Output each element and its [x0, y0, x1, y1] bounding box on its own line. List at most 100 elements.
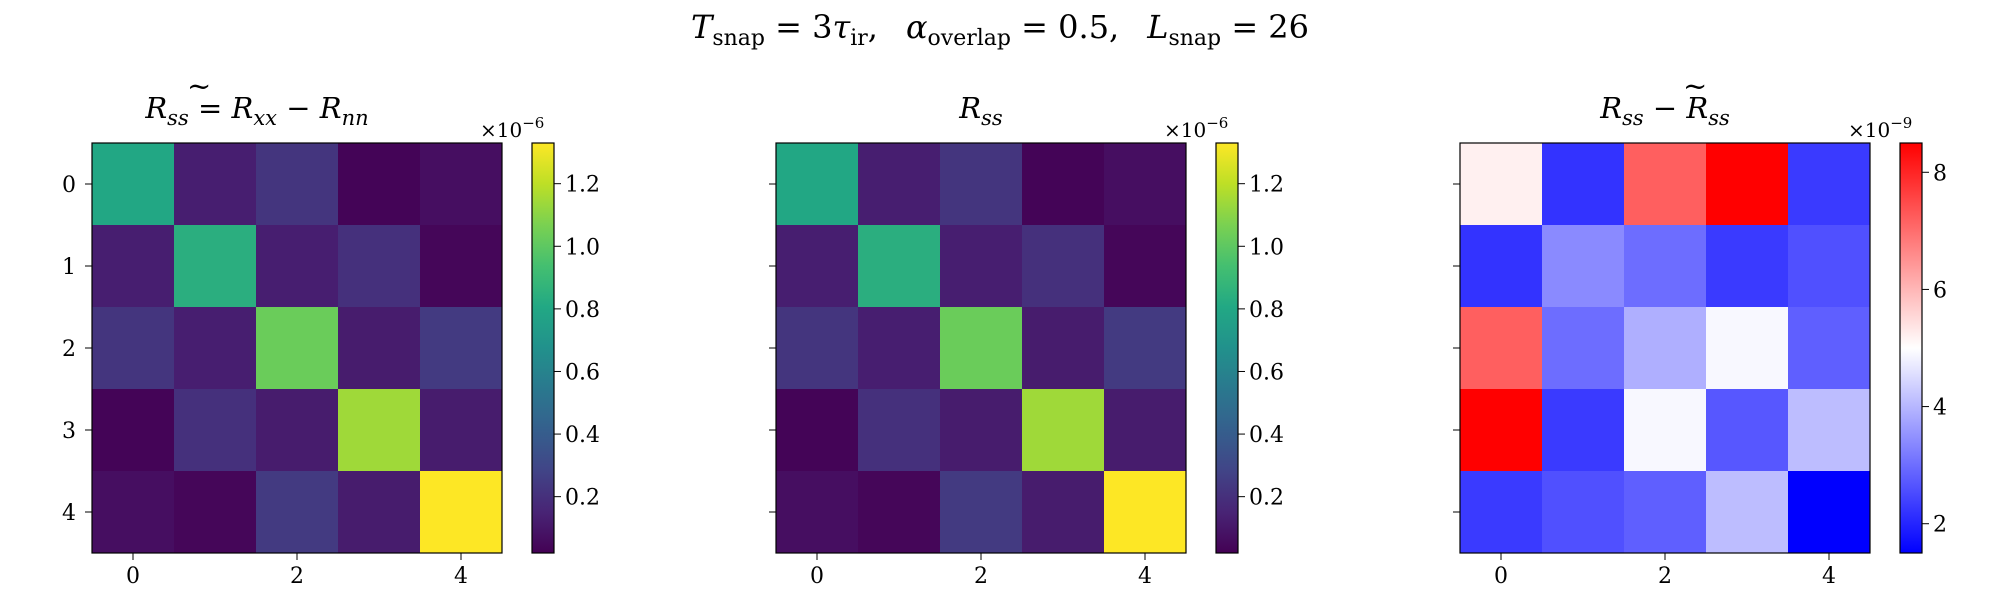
heatmap-cell-2-2: [1624, 307, 1707, 390]
heatmap-cell-2-4: [420, 307, 503, 390]
heatmap-cell-1-2: [940, 225, 1023, 308]
panel-1-xtick-4: 4: [454, 564, 468, 589]
panel-2-title: Rss: [958, 91, 1003, 130]
heatmap-cell-1-4: [1788, 225, 1871, 308]
heatmap-cell-1-4: [1104, 225, 1187, 308]
panel-2-yticks: [769, 183, 776, 513]
panel-1-xtick-0: 0: [126, 564, 140, 589]
heatmap-cell-1-2: [1624, 225, 1707, 308]
heatmap-cell-4-4: [1788, 471, 1871, 554]
heatmap-cell-1-1: [174, 225, 257, 308]
heatmap-cell-0-2: [1624, 143, 1707, 226]
panel-1-xtick-2: 2: [290, 564, 304, 589]
heatmap-cell-3-1: [174, 389, 257, 472]
heatmap-cell-2-0: [92, 307, 175, 390]
heatmap-cell-3-0: [1460, 389, 1543, 472]
panel-3-xtick-0: 0: [1494, 564, 1508, 589]
heatmap-cell-2-0: [776, 307, 859, 390]
colorbar-tick-label: 8: [1933, 161, 1947, 186]
heatmap-cell-2-4: [1104, 307, 1187, 390]
heatmap-cell-0-1: [1542, 143, 1625, 226]
heatmap-cell-3-4: [420, 389, 503, 472]
heatmap-cell-1-3: [338, 225, 421, 308]
panel-2-colorbar-scale: ×10−6: [1164, 114, 1228, 142]
heatmap-cell-3-0: [92, 389, 175, 472]
heatmap-cell-3-1: [858, 389, 941, 472]
panel-1-cells: [92, 143, 503, 554]
heatmap-cell-0-4: [420, 143, 503, 226]
heatmap-cell-2-1: [174, 307, 257, 390]
colorbar-gradient: [1215, 142, 1239, 554]
colorbar-gradient: [1899, 142, 1923, 554]
heatmap-cell-0-3: [1706, 143, 1789, 226]
heatmap-cell-0-0: [1460, 143, 1543, 226]
heatmap-cell-4-0: [776, 471, 859, 554]
panel-1-title-tilde: ~: [187, 69, 211, 103]
panel-1-ytick-0: 0: [62, 173, 76, 198]
heatmap-cell-3-2: [256, 389, 339, 472]
colorbar-tick-label: 0.2: [565, 486, 600, 511]
panel-2-cells: [776, 143, 1187, 554]
heatmap-cell-4-1: [1542, 471, 1625, 554]
panel-2-colorbar: 0.2 0.4 0.6 0.8 1.0 1.2: [1215, 142, 1284, 554]
heatmap-cell-1-1: [858, 225, 941, 308]
heatmap-panel-3: Rss − Rss ~ 0 2 4 2 4 6 8 ×10−9: [1453, 69, 1947, 589]
panel-2-xticks: 0 2 4: [810, 553, 1152, 589]
heatmap-cell-0-3: [338, 143, 421, 226]
colorbar-tick-label: 1.0: [1249, 235, 1284, 260]
panel-3-yticks: [1453, 183, 1460, 513]
heatmap-cell-0-4: [1104, 143, 1187, 226]
heatmap-cell-2-3: [1706, 307, 1789, 390]
panel-1-colorbar: 0.2 0.4 0.6 0.8 1.0 1.2: [531, 142, 600, 554]
panel-2-xtick-2: 2: [974, 564, 988, 589]
heatmap-cell-4-3: [1022, 471, 1105, 554]
colorbar-tick-label: 1.2: [1249, 173, 1284, 198]
heatmap-cell-4-0: [1460, 471, 1543, 554]
heatmap-panel-2: Rss 0 2 4 0.2 0.4 0.6 0.8 1.0 1.2 ×10−6: [769, 91, 1284, 589]
heatmap-cell-3-4: [1788, 389, 1871, 472]
heatmap-cell-4-2: [1624, 471, 1707, 554]
heatmap-cell-2-3: [1022, 307, 1105, 390]
heatmap-cell-0-1: [858, 143, 941, 226]
heatmap-cell-3-4: [1104, 389, 1187, 472]
panel-3-xticks: 0 2 4: [1494, 553, 1836, 589]
panel-1-ytick-3: 3: [62, 419, 76, 444]
heatmap-cell-1-1: [1542, 225, 1625, 308]
heatmap-cell-2-2: [940, 307, 1023, 390]
heatmap-cell-0-2: [940, 143, 1023, 226]
heatmap-cell-3-0: [776, 389, 859, 472]
colorbar-tick-label: 0.4: [565, 423, 600, 448]
heatmap-cell-3-2: [940, 389, 1023, 472]
heatmap-cell-4-1: [858, 471, 941, 554]
colorbar-gradient: [531, 142, 555, 554]
heatmap-cell-3-3: [1022, 389, 1105, 472]
panel-2-xtick-4: 4: [1138, 564, 1152, 589]
panel-1-ytick-4: 4: [62, 501, 76, 526]
heatmap-cell-4-2: [940, 471, 1023, 554]
heatmap-cell-4-3: [1706, 471, 1789, 554]
heatmap-cell-0-1: [174, 143, 257, 226]
colorbar-tick-label: 0.8: [1249, 298, 1284, 323]
heatmap-cell-1-3: [1022, 225, 1105, 308]
panel-1-xticks: 0 2 4: [126, 553, 468, 589]
heatmap-cell-0-4: [1788, 143, 1871, 226]
heatmap-cell-4-4: [420, 471, 503, 554]
heatmap-cell-1-4: [420, 225, 503, 308]
heatmap-cell-1-3: [1706, 225, 1789, 308]
heatmap-cell-2-3: [338, 307, 421, 390]
heatmap-cell-0-3: [1022, 143, 1105, 226]
heatmap-cell-4-1: [174, 471, 257, 554]
colorbar-tick-label: 0.2: [1249, 486, 1284, 511]
panel-3-cells: [1460, 143, 1871, 554]
panel-3-title-tilde: ~: [1683, 69, 1707, 103]
colorbar-tick-label: 0.8: [565, 298, 600, 323]
panel-3-colorbar: 2 4 6 8: [1899, 142, 1947, 554]
heatmap-cell-0-2: [256, 143, 339, 226]
heatmap-cell-2-1: [858, 307, 941, 390]
heatmap-cell-2-4: [1788, 307, 1871, 390]
colorbar-tick-label: 1.2: [565, 173, 600, 198]
colorbar-tick-label: 1.0: [565, 235, 600, 260]
heatmap-panel-1: Rss = Rxx − Rnn ~ 0 2 4 0 1 2 3 4 0.2 0.4…: [62, 69, 600, 589]
colorbar-tick-label: 6: [1933, 278, 1947, 303]
